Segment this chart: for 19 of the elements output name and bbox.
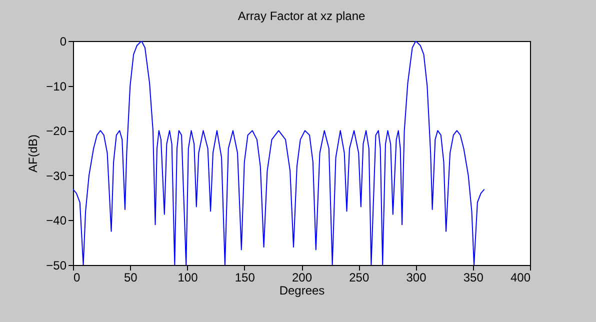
y-tick-label: −20 [46,124,67,138]
x-tick-label: 300 [406,270,427,284]
x-tick-label: 200 [292,270,312,284]
y-axis-title: AF(dB) [26,134,40,173]
y-tick-label: −40 [46,214,67,228]
x-tick-label: 50 [124,270,138,284]
x-tick-label: 100 [178,270,198,284]
x-tick-label: 400 [510,270,531,284]
x-tick-label: 350 [463,270,484,284]
chart-title: Array Factor at xz plane [238,9,366,23]
y-tick-label: 0 [60,34,67,48]
y-tick-label: −10 [46,79,67,94]
x-tick-label: 250 [349,270,370,284]
y-tick-label: −30 [46,168,67,183]
y-tick-label: −50 [46,258,67,272]
line-series [73,41,485,265]
x-tick-label: 150 [234,270,256,284]
x-tick-label: 0 [74,270,80,284]
x-axis-title: Degrees [279,284,325,298]
